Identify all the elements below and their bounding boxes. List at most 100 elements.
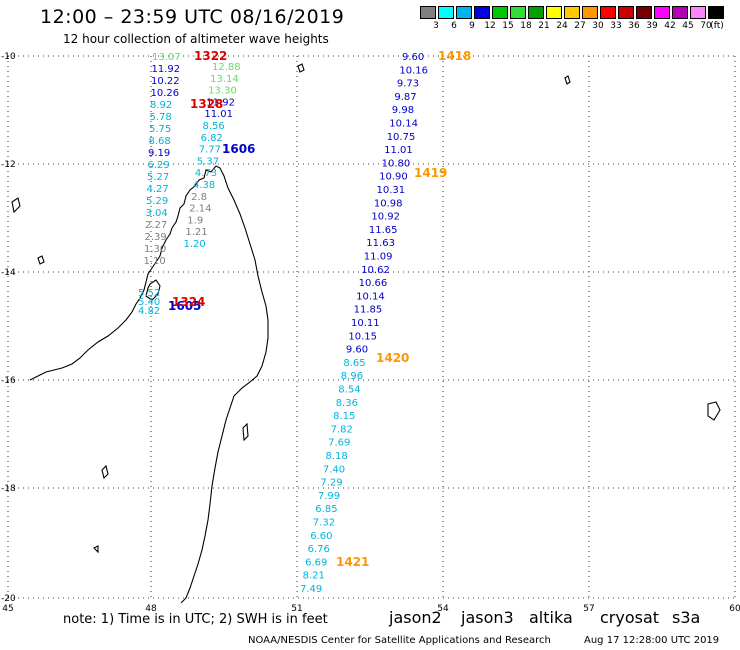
scale-swatch bbox=[582, 6, 598, 19]
legend-altika: altika bbox=[529, 608, 573, 627]
wave-height-value: 5.75 bbox=[149, 124, 171, 135]
comoros-2 bbox=[37, 255, 45, 265]
wave-height-value: 10.14 bbox=[356, 291, 385, 302]
wave-height-value: 9.60 bbox=[402, 52, 424, 63]
scale-swatch bbox=[564, 6, 580, 19]
wave-height-value: 10.62 bbox=[361, 265, 390, 276]
mauritius bbox=[297, 63, 305, 73]
pass-time-label: 1324 bbox=[172, 295, 205, 309]
wave-height-value: 6.85 bbox=[315, 504, 337, 515]
wave-height-value: 7.99 bbox=[318, 491, 340, 502]
wave-height-value: 8.96 bbox=[341, 371, 363, 382]
lat-label: -16 bbox=[1, 376, 16, 386]
wave-height-value: 13.30 bbox=[208, 86, 237, 97]
scale-swatch bbox=[510, 6, 526, 19]
scale-swatch bbox=[546, 6, 562, 19]
madagascar-coast bbox=[180, 165, 269, 604]
lat-label: -12 bbox=[1, 160, 16, 170]
wave-height-value: 8.68 bbox=[149, 136, 171, 147]
wave-height-value: 2.8 bbox=[191, 192, 207, 203]
wave-height-value: 6.82 bbox=[201, 133, 223, 144]
wave-height-value: 6.29 bbox=[148, 160, 170, 171]
legend-note: note: 1) Time is in UTC; 2) SWH is in fe… bbox=[63, 612, 328, 627]
scale-swatch bbox=[618, 6, 634, 19]
scale-label: 70 bbox=[700, 21, 712, 31]
wave-height-value: 11.09 bbox=[364, 252, 393, 263]
pass-time-label: 1606 bbox=[222, 142, 255, 156]
scale-swatch bbox=[636, 6, 652, 19]
madagascar-north bbox=[29, 165, 217, 381]
wave-height-value: 8.36 bbox=[336, 398, 358, 409]
lat-label: -18 bbox=[1, 484, 16, 494]
lon-label: 60 bbox=[729, 604, 740, 614]
scale-label: 15 bbox=[502, 21, 514, 31]
credit-line: NOAA/NESDIS Center for Satellite Applica… bbox=[248, 635, 551, 646]
scale-label: 27 bbox=[574, 21, 586, 31]
wave-height-value: 10.22 bbox=[151, 76, 180, 87]
wave-height-value: 10.26 bbox=[151, 88, 180, 99]
wave-height-value: 7.77 bbox=[199, 145, 221, 156]
wave-height-value: 8.15 bbox=[333, 411, 355, 422]
mayotte bbox=[101, 464, 109, 480]
wave-height-value: 11.01 bbox=[204, 109, 233, 120]
scale-swatch bbox=[600, 6, 616, 19]
wave-height-value: 2.27 bbox=[145, 220, 167, 231]
scale-label: (ft) bbox=[710, 21, 724, 31]
wave-height-value: 4.38 bbox=[193, 180, 215, 191]
wave-height-value: 6.76 bbox=[308, 544, 330, 555]
scale-label: 36 bbox=[628, 21, 640, 31]
scale-swatch bbox=[708, 6, 724, 19]
wave-height-value: 8.54 bbox=[338, 385, 360, 396]
legend-s3a: s3a bbox=[672, 608, 701, 627]
map-title: 12:00 – 23:59 UTC 08/16/2019 bbox=[40, 6, 345, 28]
scale-swatch bbox=[654, 6, 670, 19]
lon-label: 57 bbox=[583, 604, 594, 614]
wave-height-value: 8.92 bbox=[150, 100, 172, 111]
wave-height-value: 10.66 bbox=[359, 278, 388, 289]
scale-label: 21 bbox=[538, 21, 550, 31]
small-island-1 bbox=[93, 545, 99, 554]
wave-height-value: 5.52 bbox=[138, 288, 160, 299]
pass-time-label: 1421 bbox=[336, 555, 369, 569]
scale-label: 45 bbox=[682, 21, 694, 31]
wave-height-value: 10.14 bbox=[389, 119, 418, 130]
wave-height-value: 10.90 bbox=[379, 172, 408, 183]
wave-height-value: 1.10 bbox=[144, 256, 166, 267]
wave-height-value: 11.65 bbox=[369, 225, 398, 236]
scale-swatch bbox=[474, 6, 490, 19]
wave-height-value: 5.37 bbox=[197, 156, 219, 167]
wave-height-value: 10.15 bbox=[348, 331, 377, 342]
wave-height-value: 8.56 bbox=[203, 121, 225, 132]
wave-height-value: 10.75 bbox=[387, 132, 416, 143]
scale-label: 18 bbox=[520, 21, 532, 31]
pass-time-label: 1419 bbox=[414, 166, 447, 180]
wave-height-value: 2.39 bbox=[145, 232, 167, 243]
wave-height-value: 9.60 bbox=[346, 345, 368, 356]
coastlines bbox=[11, 63, 721, 604]
scale-label: 3 bbox=[433, 21, 439, 31]
lon-label: 45 bbox=[2, 604, 13, 614]
wave-height-value: 2.14 bbox=[189, 204, 211, 215]
reunion bbox=[707, 401, 721, 421]
wave-height-value: 9.98 bbox=[392, 105, 414, 116]
scale-swatch bbox=[456, 6, 472, 19]
wave-height-value: 1.20 bbox=[184, 239, 206, 250]
small-island-2 bbox=[242, 422, 249, 442]
nosy-islands bbox=[145, 279, 161, 301]
pass-time-label: 1322 bbox=[194, 49, 227, 63]
scale-swatch bbox=[492, 6, 508, 19]
scale-swatch bbox=[420, 6, 436, 19]
map-subtitle: 12 hour collection of altimeter wave hei… bbox=[63, 32, 329, 46]
wave-height-color-scale: 3 6 9 12 15 18 21 24 27 30 33 36 39 42 45 70 (ft) bbox=[420, 6, 728, 34]
wave-height-value: 11.63 bbox=[366, 238, 395, 249]
wave-height-value: 4.73 bbox=[195, 168, 217, 179]
pass-time-label: 1418 bbox=[438, 49, 471, 63]
wave-height-value: 10.31 bbox=[377, 185, 406, 196]
legend-jason3: jason3 bbox=[461, 608, 514, 627]
wave-height-value: 7.82 bbox=[331, 424, 353, 435]
scale-swatch bbox=[528, 6, 544, 19]
wave-height-value: 8.21 bbox=[303, 571, 325, 582]
wave-height-value: 9.87 bbox=[394, 92, 416, 103]
